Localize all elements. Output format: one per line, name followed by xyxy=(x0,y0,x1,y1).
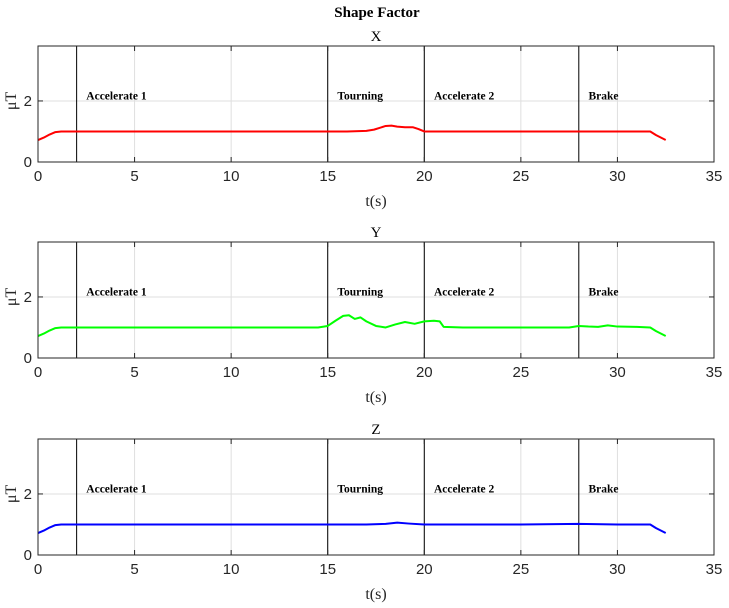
x-tick-label: 35 xyxy=(706,364,723,381)
axes-frame xyxy=(37,438,715,556)
phase-label: Accelerate 2 xyxy=(434,286,495,298)
phase-label: Brake xyxy=(588,483,618,495)
x-tick-label: 35 xyxy=(706,561,723,578)
phase-label: Brake xyxy=(588,90,618,102)
subplot-title: X xyxy=(371,29,382,45)
series-line-x xyxy=(37,124,667,141)
phase-label: Brake xyxy=(588,286,618,298)
subplot-x: 0 5 10 15 20 25 30 35 0 2 Accelerate 1 Tourning Acce… xyxy=(3,29,722,210)
x-tick-label: 15 xyxy=(319,168,336,185)
phase-label: Tourning xyxy=(337,90,383,102)
phase-label: Accelerate 2 xyxy=(434,483,495,495)
x-tick-label: 20 xyxy=(416,364,433,381)
y-tick-label: 2 xyxy=(24,486,32,503)
phase-label: Tourning xyxy=(337,286,383,298)
phase-label: Accelerate 1 xyxy=(86,286,147,298)
x-tick-label: 30 xyxy=(609,561,626,578)
x-tick-label: 20 xyxy=(416,168,433,185)
axes-frame xyxy=(37,45,715,163)
x-tick-label: 10 xyxy=(223,168,240,185)
x-tick-label: 5 xyxy=(130,364,138,381)
plot-area xyxy=(38,439,714,555)
series-line-y xyxy=(37,314,667,337)
phase-label: Tourning xyxy=(337,483,383,495)
plot-area xyxy=(38,242,714,358)
x-tick-label: 25 xyxy=(513,561,530,578)
x-tick-label: 5 xyxy=(130,561,138,578)
y-axis-label: μT xyxy=(3,92,20,111)
x-axis-label: t(s) xyxy=(365,193,386,210)
axes-frame xyxy=(37,241,715,359)
x-tick-label: 30 xyxy=(609,168,626,185)
x-tick-label: 15 xyxy=(319,561,336,578)
y-axis-label: μT xyxy=(3,485,20,504)
y-axis-label: μT xyxy=(3,288,20,307)
x-tick-label: 0 xyxy=(34,168,42,185)
y-tick-label: 0 xyxy=(24,547,32,564)
x-tick-label: 15 xyxy=(319,364,336,381)
x-tick-label: 25 xyxy=(513,168,530,185)
x-tick-label: 30 xyxy=(609,364,626,381)
subplot-z: 0 5 10 15 20 25 30 35 0 2 Accelerate 1 Tourning Acce… xyxy=(3,422,722,603)
phase-label: Accelerate 1 xyxy=(86,483,147,495)
y-tick-label: 0 xyxy=(24,154,32,171)
x-axis-label: t(s) xyxy=(365,389,386,406)
x-tick-label: 10 xyxy=(223,561,240,578)
x-tick-label: 25 xyxy=(513,364,530,381)
y-tick-label: 2 xyxy=(24,289,32,306)
figure-title: Shape Factor xyxy=(334,5,420,21)
x-tick-label: 35 xyxy=(706,168,723,185)
x-tick-label: 0 xyxy=(34,364,42,381)
x-tick-label: 0 xyxy=(34,561,42,578)
phase-label: Accelerate 1 xyxy=(86,90,147,102)
subplot-title: Y xyxy=(371,225,382,241)
x-tick-label: 5 xyxy=(130,168,138,185)
x-tick-label: 20 xyxy=(416,561,433,578)
subplot-title: Z xyxy=(371,422,380,438)
x-axis-label: t(s) xyxy=(365,586,386,603)
series-line-z xyxy=(37,521,667,534)
plot-area xyxy=(38,46,714,162)
subplot-y: 0 5 10 15 20 25 30 35 0 2 Accelerate 1 Tourning Acce… xyxy=(3,225,722,406)
y-tick-label: 0 xyxy=(24,350,32,367)
y-tick-label: 2 xyxy=(24,93,32,110)
phase-label: Accelerate 2 xyxy=(434,90,495,102)
x-tick-label: 10 xyxy=(223,364,240,381)
